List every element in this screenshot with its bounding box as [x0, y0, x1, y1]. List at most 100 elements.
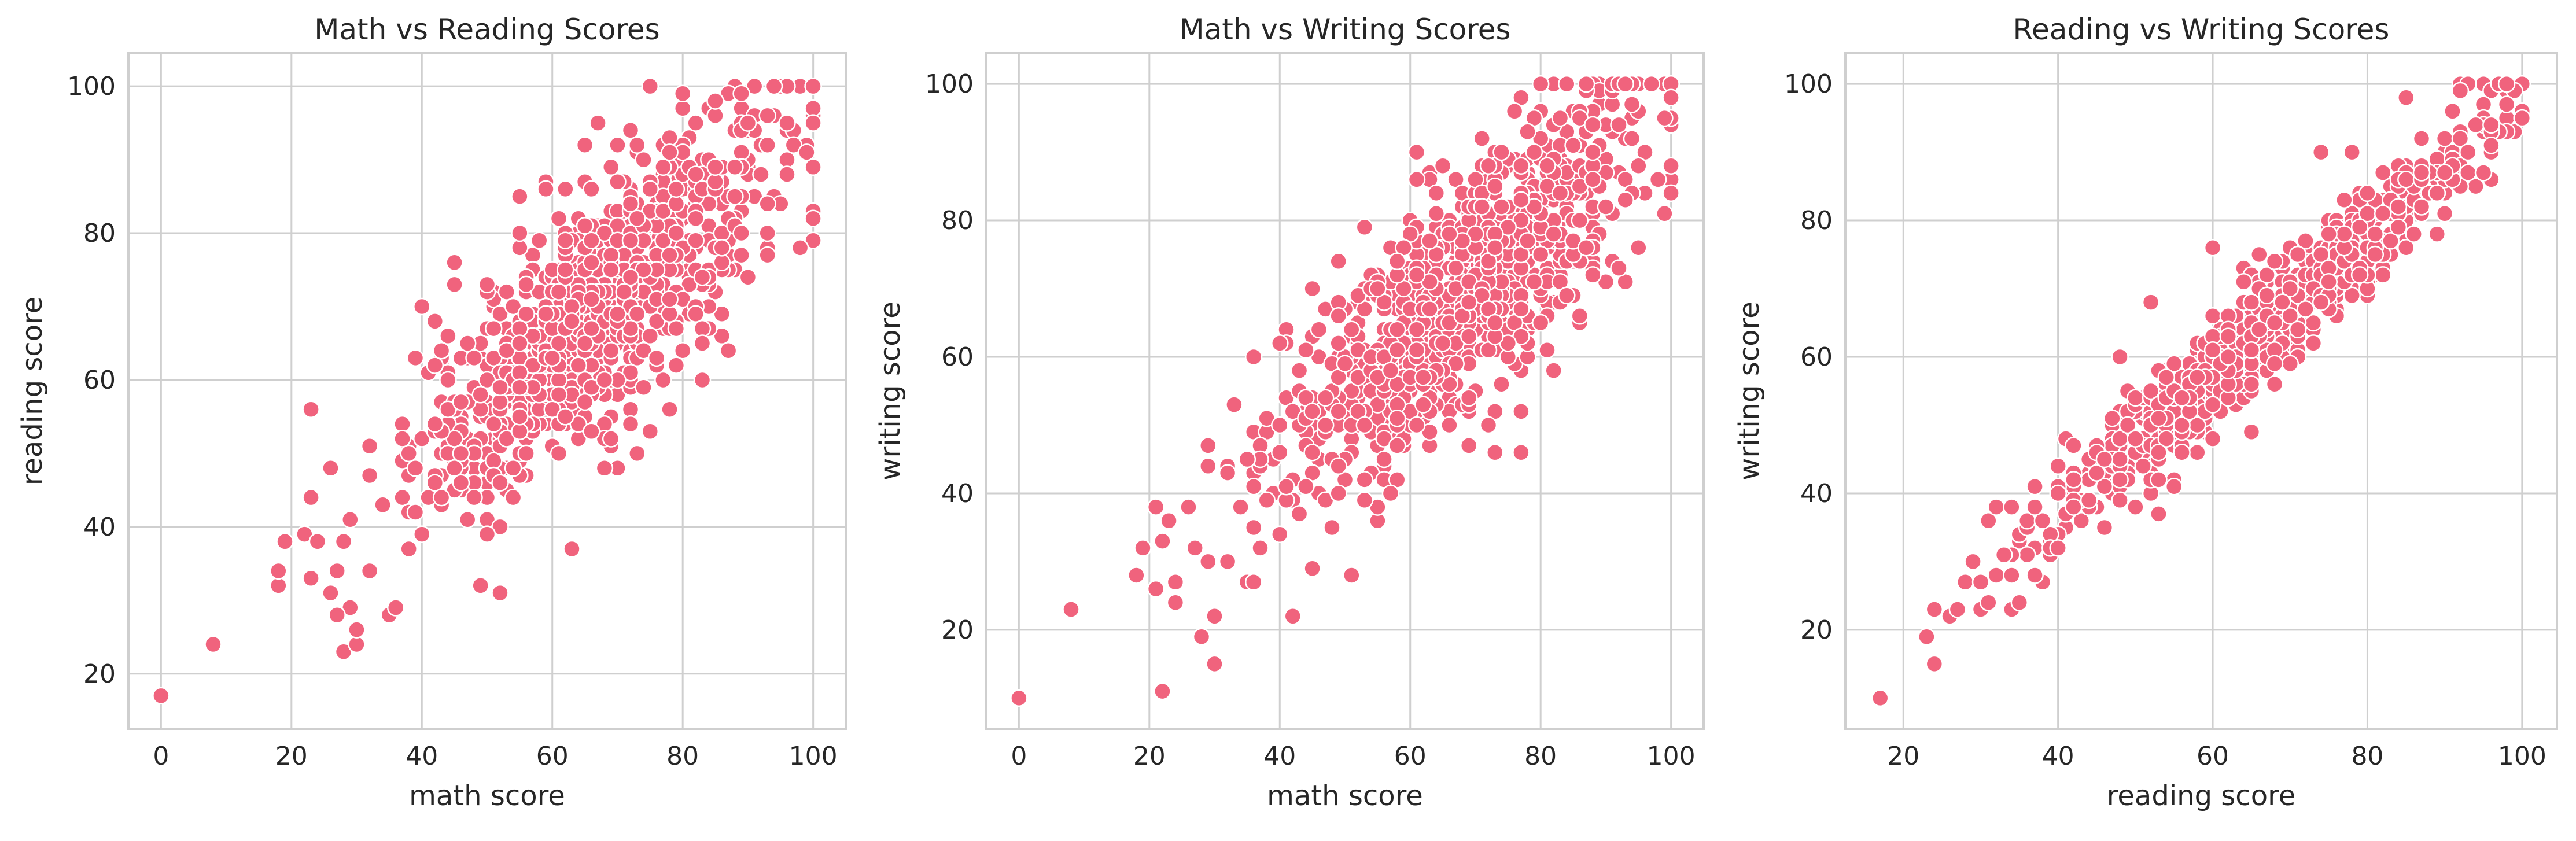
scatter-point [557, 408, 574, 426]
scatter-point [1355, 218, 1374, 237]
y-tick-label: 80 [83, 219, 116, 248]
scatter-point [1479, 416, 1498, 434]
x-tick-label: 0 [1011, 742, 1027, 771]
scatter-point [1218, 552, 1237, 571]
scatter-point [621, 231, 640, 249]
scatter-point [2350, 218, 2369, 237]
scatter-point [2435, 205, 2454, 223]
scatter-point [524, 327, 542, 345]
scatter-point [511, 378, 529, 396]
scatter-point [2451, 82, 2470, 100]
scatter-point [687, 165, 705, 183]
scatter-point [2219, 348, 2238, 366]
scatter-point [1414, 368, 1432, 386]
scatter-point [511, 408, 529, 426]
chart-title: Reading vs Writing Scores [2013, 13, 2390, 46]
scatter-point [400, 444, 418, 463]
scatter-point [2281, 307, 2299, 325]
scatter-point [804, 77, 822, 95]
scatter-point [654, 231, 672, 249]
scatter-point [328, 606, 346, 624]
scatter-point [1166, 573, 1185, 591]
scatter-point [661, 400, 679, 418]
chart-reading-vs-writing: Reading vs Writing Scores reading score … [1733, 13, 2558, 812]
scatter-point [2343, 286, 2361, 305]
scatter-point [1597, 198, 1615, 216]
y-tick-label: 100 [67, 72, 116, 101]
x-tick-label: 100 [2498, 742, 2546, 771]
scatter-point [557, 180, 574, 198]
y-tick-label: 40 [941, 479, 974, 508]
scatter-point [2173, 443, 2191, 462]
scatter-point [1486, 177, 1504, 196]
scatter-point [2497, 75, 2516, 93]
scatter-point [497, 430, 516, 448]
scatter-point [1584, 266, 1602, 284]
scatter-point [478, 275, 496, 294]
scatter-point [550, 371, 568, 389]
scatter-point [2049, 484, 2067, 503]
scatter-point [1127, 566, 1145, 584]
scatter-point [615, 283, 633, 301]
scatter-point [485, 319, 503, 338]
scatter-point [1180, 498, 1197, 516]
scatter-point [2049, 457, 2067, 475]
scatter-point [2250, 320, 2268, 339]
x-tick-label: 60 [1394, 742, 1427, 771]
scatter-point [726, 158, 744, 176]
scatter-point [2173, 389, 2191, 407]
scatter-point [341, 510, 359, 529]
x-tick-label: 0 [153, 742, 169, 771]
scatter-point [1512, 157, 1530, 175]
scatter-point [1388, 341, 1406, 359]
scatter-point [1225, 396, 1243, 414]
scatter-point [1538, 157, 1556, 175]
scatter-point [1407, 416, 1426, 434]
y-tick-label: 20 [941, 615, 974, 645]
scatter-point [413, 430, 431, 448]
scatter-point [2366, 225, 2385, 243]
scatter-point [2412, 198, 2431, 216]
scatter-point [1238, 450, 1256, 469]
scatter-point [550, 334, 568, 352]
scatter-point [2165, 477, 2183, 496]
scatter-point [517, 275, 535, 294]
scatter-point [517, 305, 535, 323]
scatter-point [1199, 552, 1217, 571]
scatter-point [1440, 225, 1458, 243]
scatter-point [1492, 198, 1510, 216]
scatter-point [2203, 341, 2222, 359]
scatter-point [497, 283, 516, 301]
scatter-point [2312, 143, 2330, 161]
scatter-point [270, 577, 288, 595]
scatter-point [583, 253, 600, 272]
scatter-point [1512, 443, 1530, 462]
scatter-point [1297, 341, 1315, 359]
scatter-point [1166, 593, 1185, 611]
scatter-point [2312, 245, 2330, 264]
scatter-point [2026, 566, 2044, 584]
scatter-point [1381, 484, 1400, 503]
scatter-point [1538, 341, 1556, 359]
scatter-point [700, 195, 718, 213]
scatter-point [1427, 205, 1446, 223]
scatter-point [2242, 293, 2261, 311]
scatter-point [706, 158, 724, 176]
scatter-point [1662, 157, 1680, 175]
scatter-point [1316, 416, 1335, 434]
scatter-point [1290, 505, 1309, 523]
scatter-point [2428, 184, 2446, 202]
scatter-point [478, 371, 496, 389]
chart-math-vs-reading: Math vs Reading Scores math score readin… [16, 13, 847, 812]
scatter-point [1571, 307, 1589, 325]
scatter-point [1407, 143, 1426, 161]
scatter-point [2444, 102, 2461, 120]
scatter-point [1147, 580, 1165, 598]
scatter-point [1531, 75, 1550, 93]
scatter-point [1918, 628, 1936, 645]
scatter-point [1147, 498, 1165, 516]
scatter-point [2397, 238, 2415, 257]
scatter-point [2350, 266, 2369, 284]
scatter-point [2513, 109, 2531, 127]
